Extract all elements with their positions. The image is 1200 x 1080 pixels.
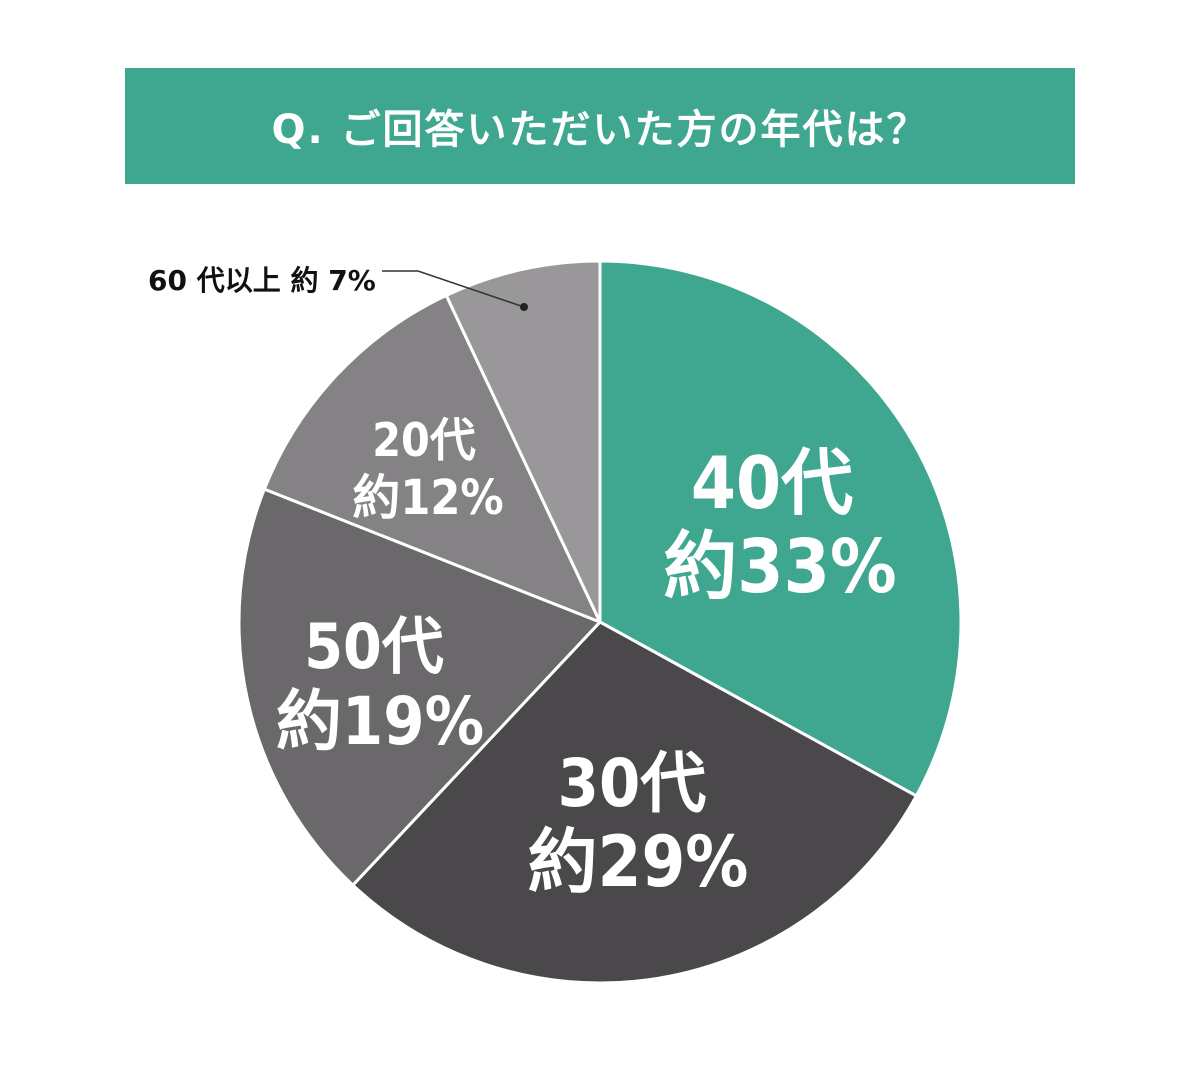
outside-slice-label: 60 代以上 約 7%: [148, 264, 376, 297]
pie-slice-2: [351, 620, 918, 985]
slice-category-label: 40代: [691, 441, 853, 525]
chart-title: Q. ご回答いただいた方の年代は？: [271, 107, 929, 153]
leader-dot: [520, 303, 528, 311]
slice-value-label: 約12%: [352, 470, 503, 526]
slice-value-label: 約19%: [276, 683, 484, 760]
leader-line: [382, 270, 525, 308]
slice-category-label: 20代: [372, 413, 476, 467]
pie-slice-4: [262, 293, 602, 624]
pie-slice-3: [237, 487, 602, 887]
slice-category-label: 50代: [304, 610, 444, 683]
title-banner: Q. ご回答いただいた方の年代は？: [125, 68, 1075, 184]
slice-value-label: 約29%: [528, 821, 749, 903]
slice-value-label: 約33%: [663, 524, 896, 610]
slice-category-label: 30代: [558, 745, 707, 822]
pie-slice-5: [444, 259, 602, 624]
pie-slice-1: [598, 259, 963, 798]
